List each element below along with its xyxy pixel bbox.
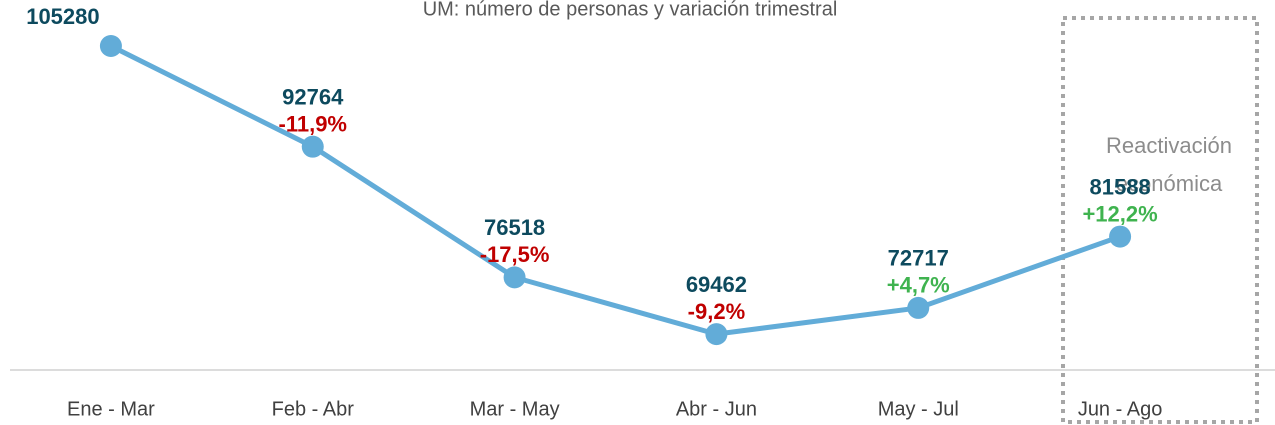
highlight-box — [1061, 16, 1259, 424]
x-tick-label: Feb - Abr — [272, 398, 355, 420]
point — [99, 35, 122, 58]
value-label: 72717 — [888, 246, 949, 271]
value-label: 69462 — [686, 272, 747, 297]
x-tick-label: Jun - Ago — [1078, 398, 1163, 420]
point — [1109, 225, 1132, 248]
value-label: 105280 — [26, 4, 99, 29]
x-tick-label: Ene - Mar — [67, 398, 155, 420]
point — [503, 266, 526, 289]
annotation: Reactivación — [1106, 133, 1232, 158]
annotation: económica — [1116, 171, 1223, 196]
change-label: -9,2% — [688, 299, 745, 324]
change-label: -11,9% — [279, 111, 348, 136]
change-label: +12,2% — [1082, 201, 1157, 226]
x-tick-label: Abr - Jun — [676, 398, 757, 420]
change-label: -17,5% — [480, 242, 550, 267]
point — [907, 296, 930, 319]
line — [109, 43, 1121, 337]
value-label: 76518 — [484, 215, 545, 240]
chart-subtitle: UM: número de personas y variación trime… — [423, 0, 838, 20]
point — [301, 135, 324, 158]
change-label: +4,7% — [887, 273, 950, 298]
x-tick-label: May - Jul — [878, 398, 959, 420]
value-label: 81588 — [1089, 174, 1150, 199]
x-tick-label: Mar - May — [470, 398, 560, 420]
value-label: 92764 — [282, 84, 344, 109]
point — [705, 323, 728, 346]
